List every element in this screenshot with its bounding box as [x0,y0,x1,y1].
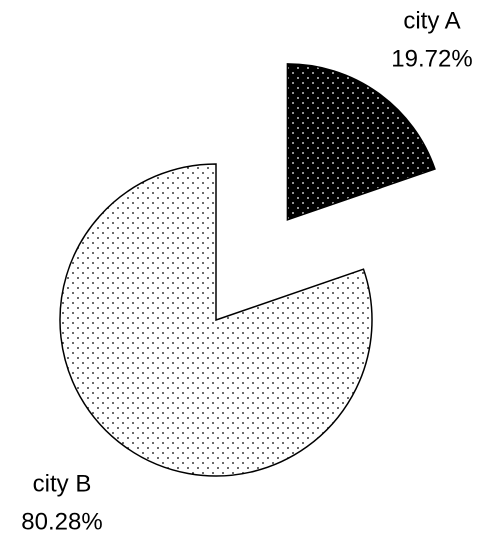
slice-label: city B [33,470,92,497]
slice-value-label: 80.28% [21,508,102,535]
slice-label: city A [403,7,460,34]
slice-value-label: 19.72% [391,45,472,72]
pie-slice [59,163,373,477]
pie-slice [286,63,436,221]
